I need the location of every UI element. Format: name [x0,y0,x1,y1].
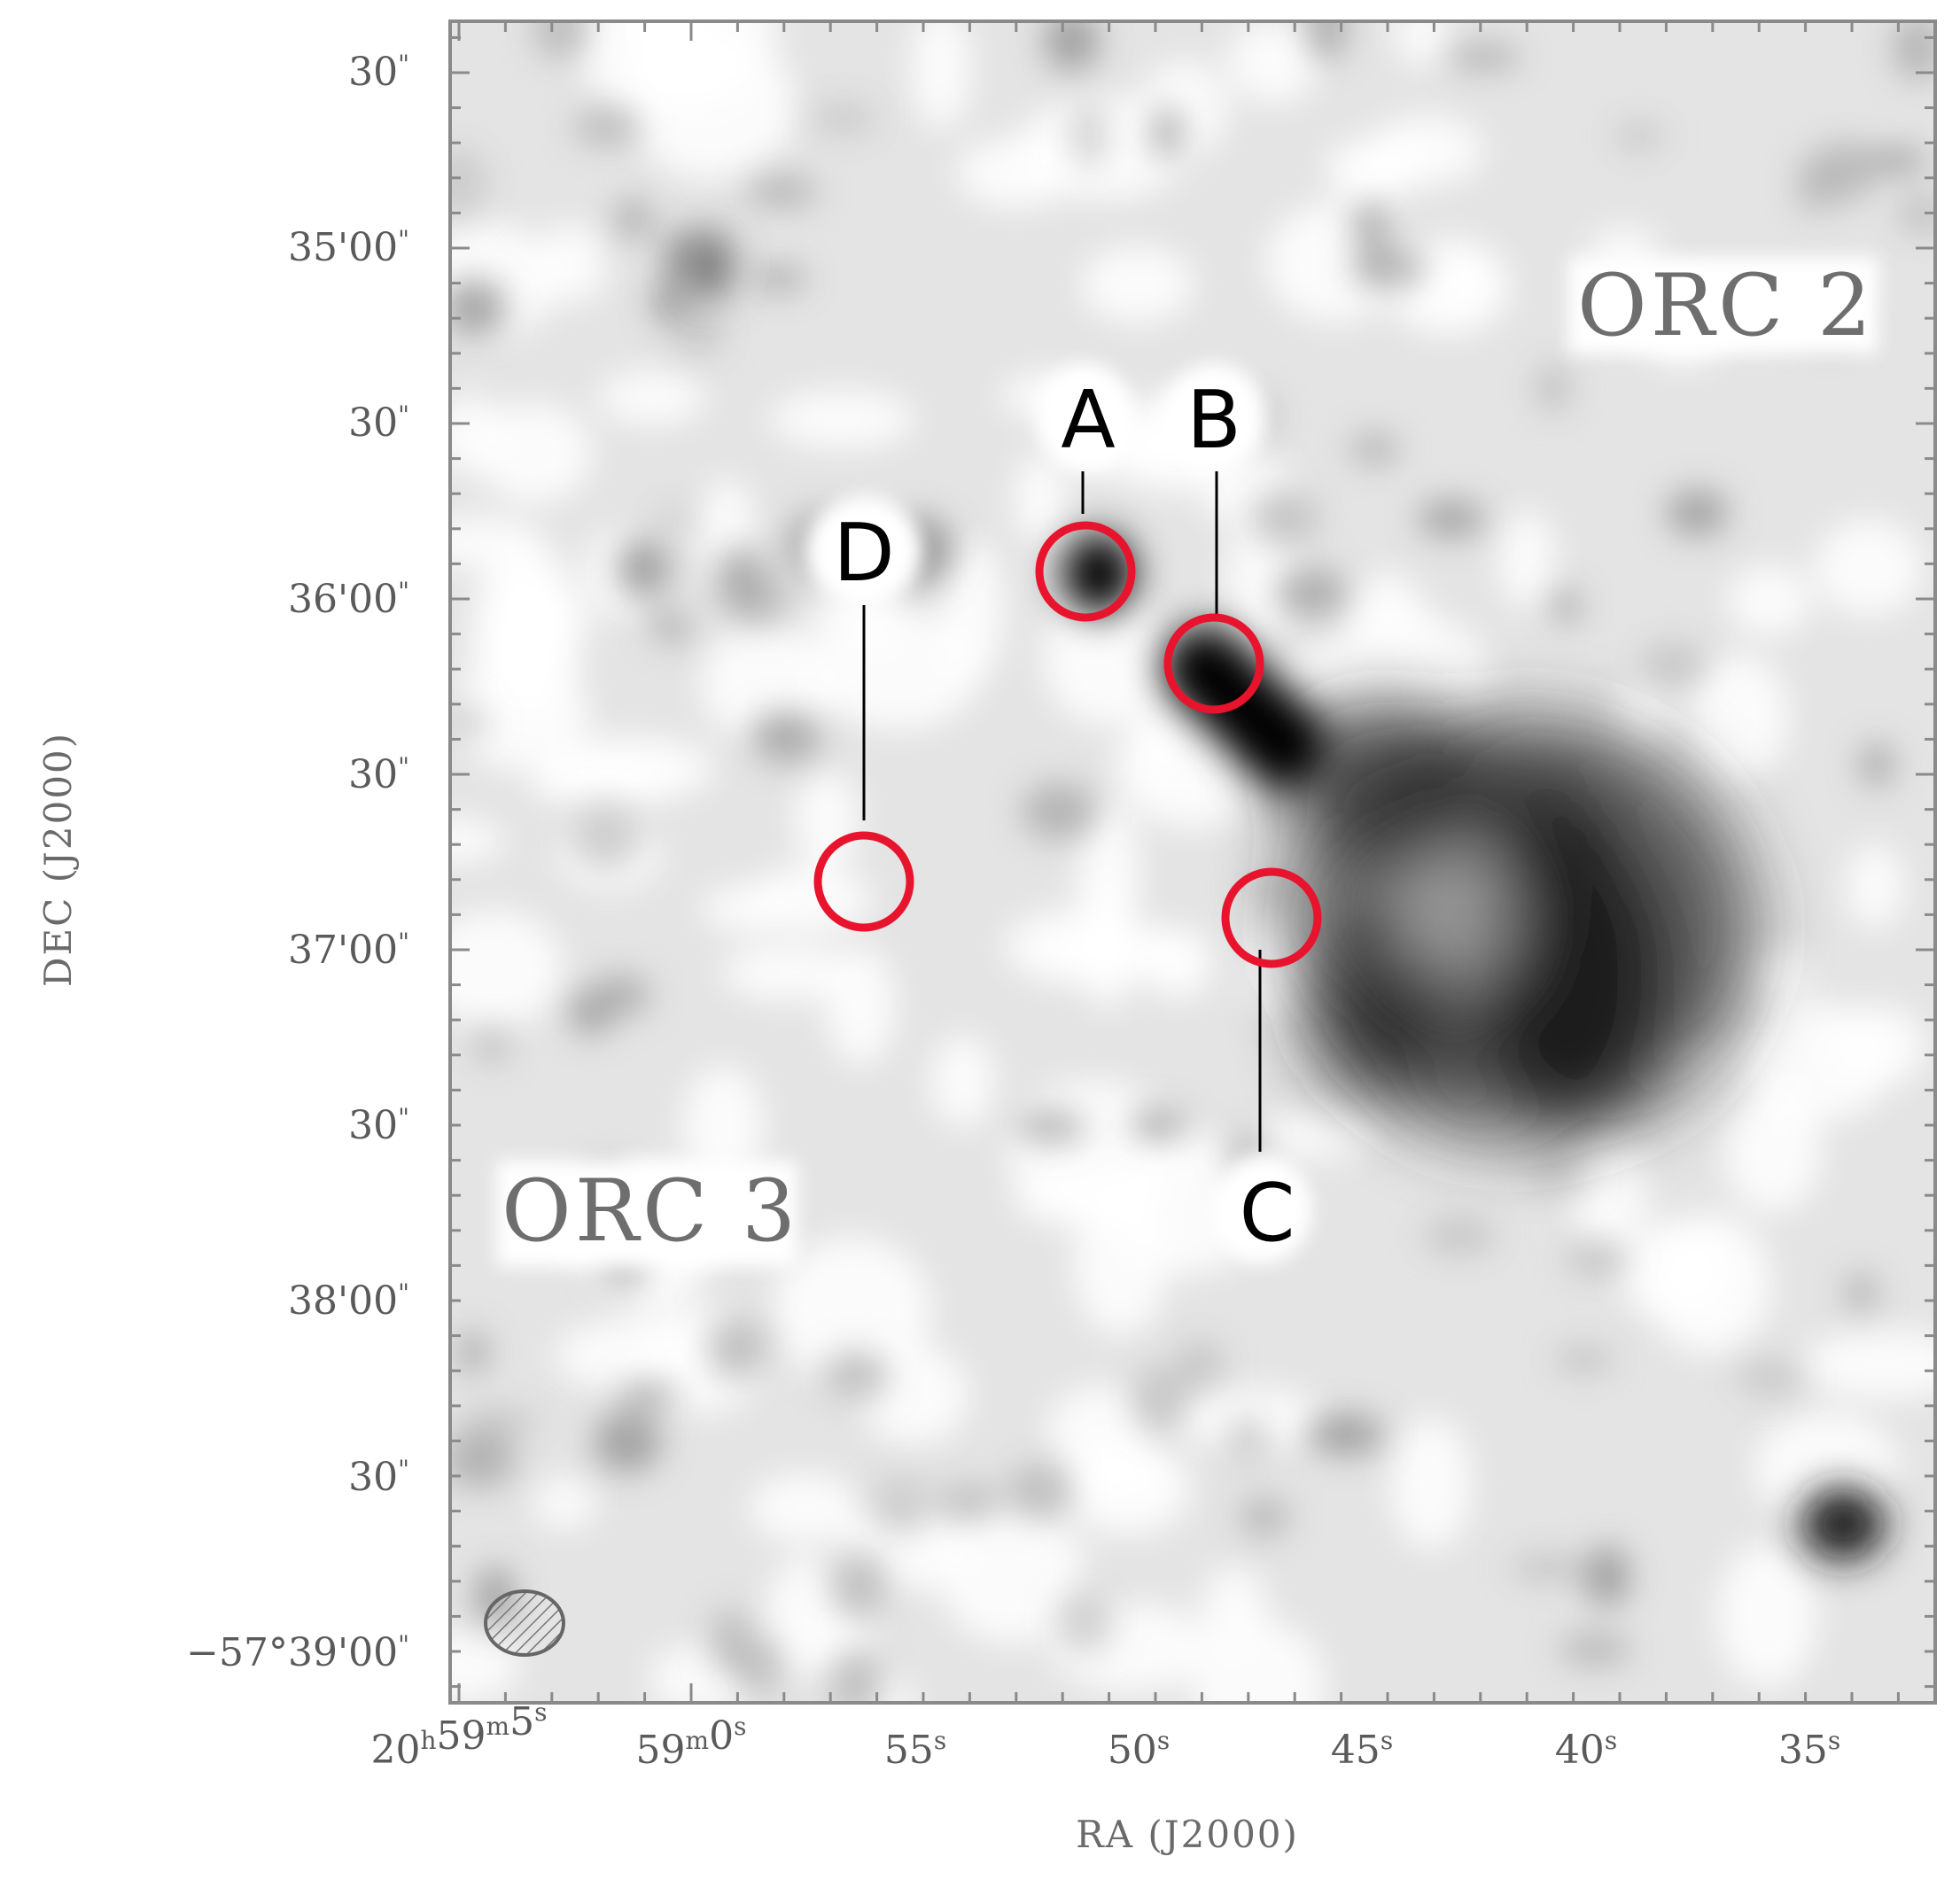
y-tick-label: 30" [348,1103,409,1148]
marker-label-b: B [1186,374,1241,467]
y-tick-label: 30" [348,1455,409,1500]
marker-circle-d [813,831,914,932]
y-axis-title: DEC (J2000) [36,732,80,987]
y-tick-label: 35'00" [288,225,409,270]
axis-ticks [450,21,1935,1703]
marker-circle-b [1163,613,1264,714]
x-tick-label: 40s [1555,1726,1617,1773]
y-tick-label: −57°39'00" [186,1630,409,1675]
y-tick-label: 30" [348,752,409,797]
x-tick-label: 50s [1108,1726,1170,1773]
marker-leader-lines [862,471,1262,1152]
x-tick-label: 20h59m5s [371,1697,548,1773]
plot-frame [448,19,1937,1705]
marker-label-a: A [1061,374,1116,467]
y-tick-label: 38'00" [288,1278,409,1324]
x-tick-label: 45s [1331,1726,1393,1773]
map-image [450,21,1935,1703]
x-tick-labels: 20h59m5s 59m0s 55s 50s 45s 40s 35s [371,1697,1841,1773]
marker-circle-a [1035,521,1136,622]
y-tick-label: 30" [348,400,409,446]
marker-circle-c [1221,867,1322,968]
y-tick-label: 30" [348,50,409,95]
x-tick-label: 35s [1778,1726,1840,1773]
x-tick-label: 55s [884,1726,946,1773]
marker-circles [813,521,1322,968]
x-axis-title: RA (J2000) [1076,1813,1299,1856]
y-tick-label: 37'00" [288,928,409,973]
marker-label-d: D [833,507,894,600]
orc3-label: ORC 3 [502,1161,799,1261]
y-tick-labels: 30" 35'00" 30" 36'00" 30" 37'00" 30" 38'00" 30" −… [186,50,409,1675]
marker-label-c: C [1240,1167,1295,1260]
hatched-ellipse-icon [484,1589,565,1657]
y-tick-label: 36'00" [288,577,409,622]
orc2-label: ORC 2 [1577,256,1875,355]
x-tick-label: 59m0s [636,1712,747,1773]
